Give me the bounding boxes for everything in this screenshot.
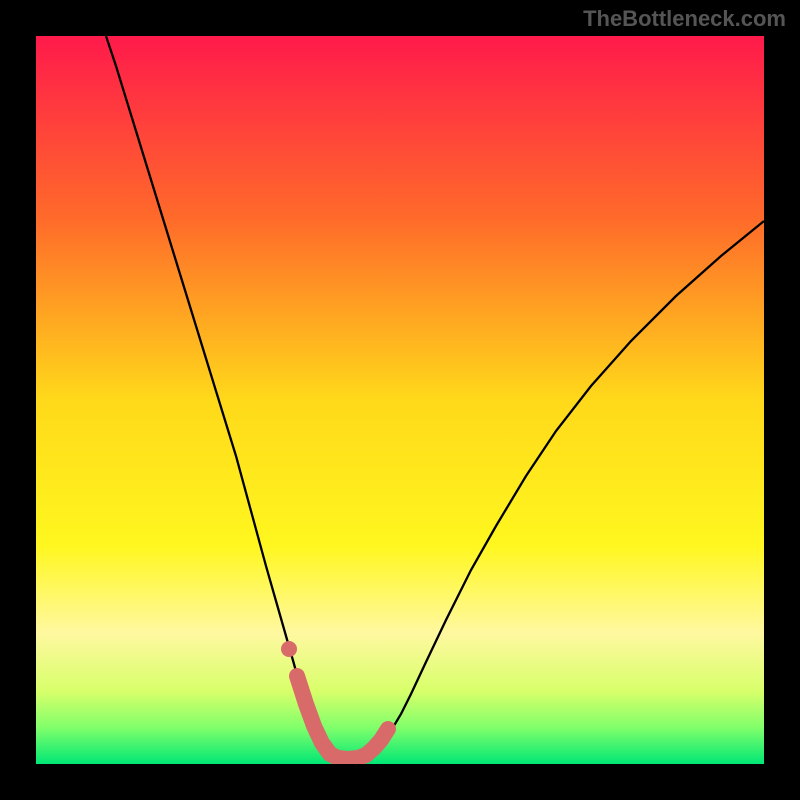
bottleneck-curve bbox=[106, 36, 764, 759]
plot-area bbox=[36, 36, 764, 764]
highlight-segment bbox=[297, 676, 388, 759]
watermark-text: TheBottleneck.com bbox=[583, 6, 786, 32]
plot-svg bbox=[36, 36, 764, 764]
highlight-dot bbox=[281, 641, 297, 657]
